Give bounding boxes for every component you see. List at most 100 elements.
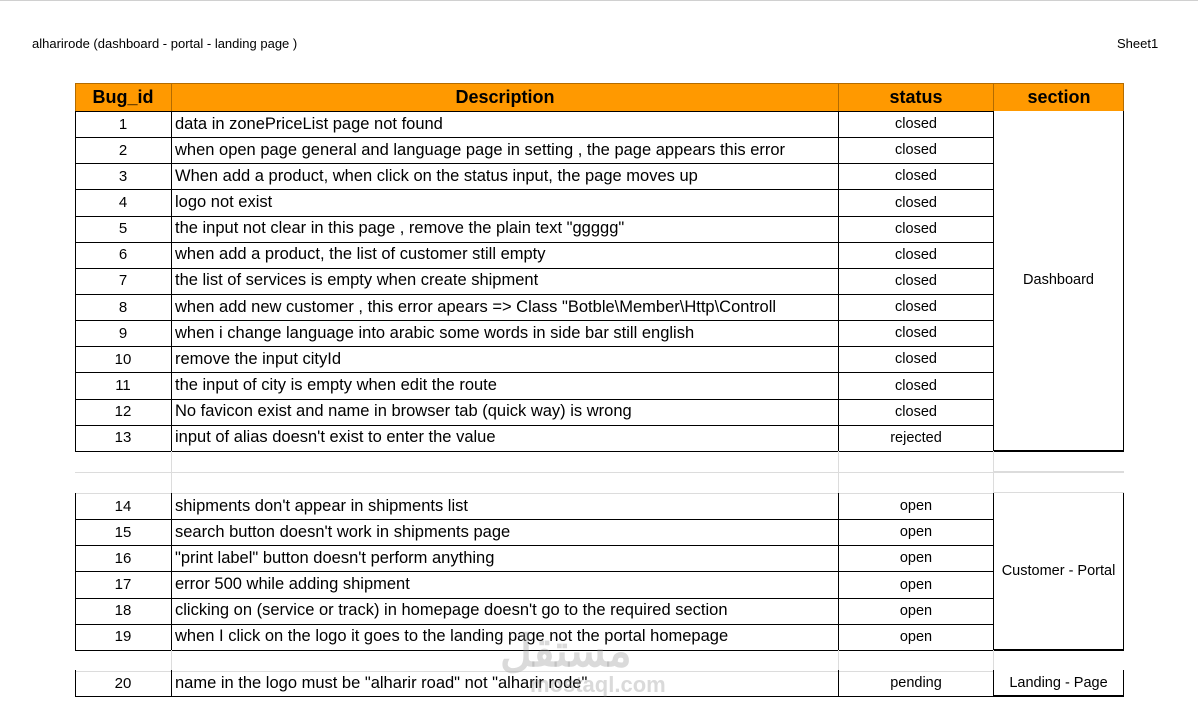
description-cell: the input of city is empty when edit the… [171, 372, 838, 399]
header-top-border [75, 83, 1124, 84]
bug-id-cell: 14 [114, 497, 132, 515]
status-cell: closed [838, 137, 993, 164]
status-cell: closed [838, 372, 993, 399]
bug-id-cell: 20 [114, 674, 132, 692]
sheet-name: Sheet1 [1117, 36, 1159, 51]
table-row: 3 When add a product, when click on the s… [75, 163, 1124, 191]
table-left-border [75, 670, 76, 697]
description-cell: logo not exist [171, 189, 838, 216]
header-status: status [838, 84, 993, 111]
blank-cell [75, 650, 171, 671]
header-left-border [75, 84, 76, 111]
status-cell: rejected [838, 424, 993, 451]
bug-id-cell: 13 [114, 429, 132, 447]
bug-id-cell: 5 [118, 220, 128, 238]
description-cell: input of alias doesn't exist to enter th… [171, 424, 838, 451]
table-row: 4 logo not exist closed [75, 189, 1124, 217]
description-cell: the list of services is empty when creat… [171, 267, 838, 295]
status-cell: closed [838, 294, 993, 321]
blank-cell [993, 471, 1124, 493]
status-cell: open [838, 623, 993, 650]
table-row: 11 the input of city is empty when edit t… [75, 372, 1124, 400]
header-right-border [1123, 84, 1124, 111]
bug-id-cell: 7 [118, 272, 128, 290]
table-row: 12 No favicon exist and name in browser t… [75, 398, 1124, 426]
status-cell: open [838, 545, 993, 572]
table-row: 10 remove the input cityId closed [75, 346, 1124, 374]
description-cell: when add a product, the list of customer… [171, 241, 838, 268]
table-row: 13 input of alias doesn't exist to enter … [75, 424, 1124, 452]
status-cell: closed [838, 215, 993, 242]
blank-cell [838, 649, 993, 671]
table-row: 7 the list of services is empty when crea… [75, 267, 1124, 296]
status-cell: closed [838, 241, 993, 268]
blank-row [75, 471, 1124, 494]
bug-id-cell: 10 [114, 350, 132, 368]
description-cell: when i change language into arabic some … [171, 320, 838, 347]
blank-row [75, 450, 1124, 473]
table-left-border [75, 493, 76, 650]
description-cell: data in zonePriceList page not found [171, 111, 838, 138]
description-cell: when I click on the logo it goes to the … [171, 623, 838, 650]
table-row: 9 when i change language into arabic some… [75, 320, 1124, 348]
description-cell: when add new customer , this error apear… [171, 294, 838, 321]
description-cell: remove the input cityId [171, 346, 838, 373]
table-row: 14 shipments don't appear in shipments li… [75, 493, 1124, 521]
blank-cell [75, 451, 171, 472]
bug-id-cell: 17 [114, 576, 132, 593]
header-bug-id: Bug_id [92, 87, 154, 107]
table-left-border [75, 111, 76, 451]
header-section: section [993, 84, 1124, 111]
description-cell: No favicon exist and name in browser tab… [171, 398, 838, 425]
bug-id-cell: 9 [118, 324, 128, 342]
bug-id-cell: 8 [118, 298, 128, 316]
status-cell: closed [838, 111, 993, 138]
blank-cell [838, 450, 993, 472]
table-row: 16 "print label" button doesn't perform a… [75, 545, 1124, 573]
blank-cell [171, 649, 838, 671]
blank-row [75, 649, 1124, 672]
section-cell: Customer - Portal [993, 493, 1124, 650]
table-row: 2 when open page general and language pag… [75, 137, 1124, 165]
description-cell: error 500 while adding shipment [171, 571, 838, 598]
bug-id-cell: 11 [115, 377, 131, 395]
bug-id-cell: 1 [118, 115, 128, 133]
top-border [0, 0, 1198, 1]
blank-cell [171, 450, 838, 472]
table-header-row: Bug_id Description status section [75, 84, 1124, 112]
table-row: 19 when I click on the logo it goes to th… [75, 623, 1124, 651]
bug-id-cell: 18 [114, 602, 132, 620]
bug-id-cell: 19 [114, 628, 132, 646]
description-cell: when open page general and language page… [171, 137, 838, 164]
blank-cell [75, 472, 171, 493]
bug-id-cell: 6 [118, 246, 128, 264]
description-cell: clicking on (service or track) in homepa… [171, 597, 838, 624]
description-cell: shipments don't appear in shipments list [171, 493, 838, 520]
status-cell: closed [838, 346, 993, 373]
bug-id-cell: 15 [114, 523, 132, 541]
description-cell: name in the logo must be "alharir road" … [171, 670, 838, 697]
document-title: alharirode (dashboard - portal - landing… [32, 36, 298, 51]
status-cell: open [838, 493, 993, 520]
table-row: 5 the input not clear in this page , remo… [75, 215, 1124, 243]
status-cell: pending [838, 670, 993, 697]
table-row: 18 clicking on (service or track) in home… [75, 597, 1124, 625]
description-cell: the input not clear in this page , remov… [171, 215, 838, 242]
status-cell: closed [838, 189, 993, 216]
table-row: 20 name in the logo must be "alharir road… [75, 670, 1124, 698]
table-row: 1 data in zonePriceList page not found clo… [75, 111, 1124, 139]
description-cell: search button doesn't work in shipments … [171, 519, 838, 546]
bug-id-cell: 2 [118, 141, 128, 159]
bug-id-cell: 12 [114, 403, 132, 421]
status-cell: open [838, 597, 993, 624]
description-cell: "print label" button doesn't perform any… [171, 545, 838, 572]
status-cell: closed [838, 163, 993, 190]
blank-cell [171, 471, 838, 493]
section-cell: Landing - Page [993, 670, 1124, 697]
status-cell: open [838, 519, 993, 546]
section-cell: Dashboard [993, 111, 1124, 451]
status-cell: closed [838, 267, 993, 295]
table-row: 15 search button doesn't work in shipment… [75, 519, 1124, 547]
blank-cell [993, 450, 1124, 472]
bug-id-cell: 3 [118, 167, 128, 185]
